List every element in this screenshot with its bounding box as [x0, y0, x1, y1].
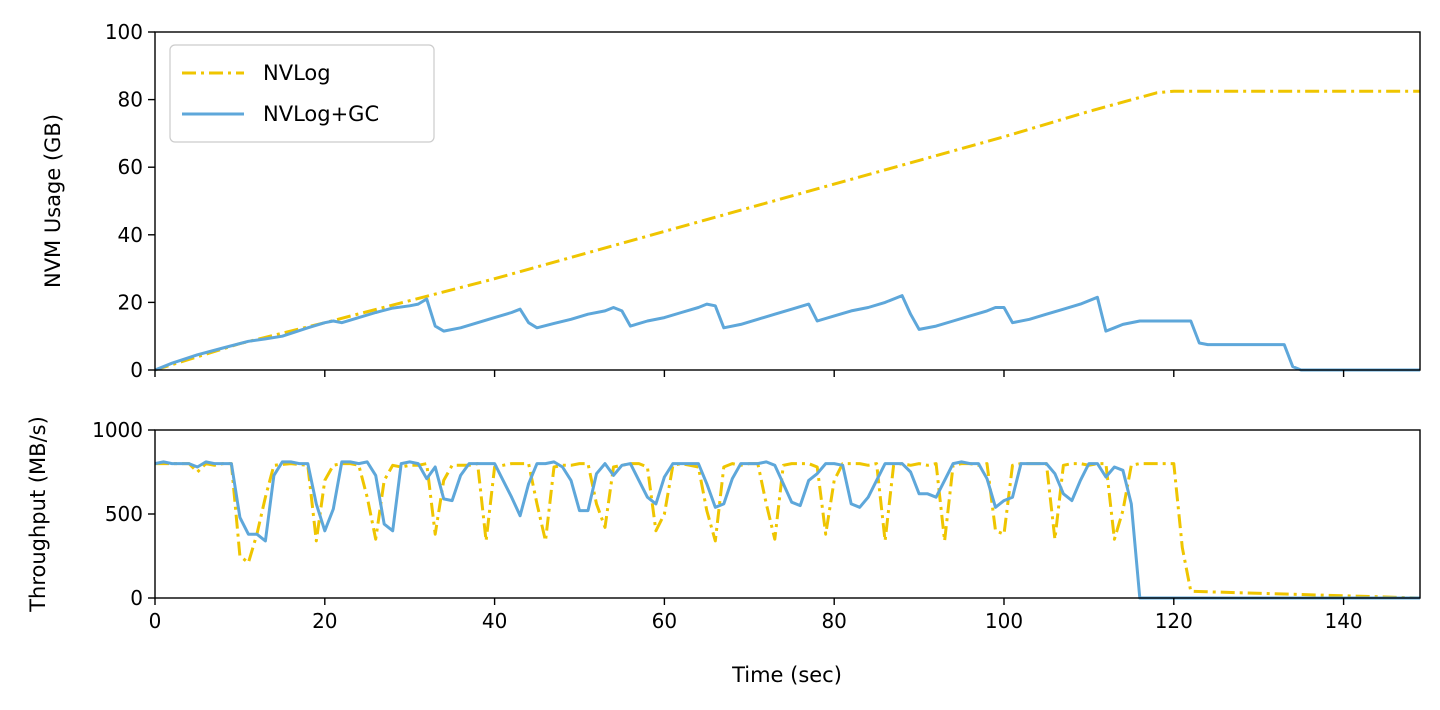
usage-y-tick-label: 40 — [118, 223, 143, 247]
usage-y-tick-label: 0 — [130, 358, 143, 382]
throughput-x-tick-label: 60 — [652, 609, 677, 633]
x-axis-label: Time (sec) — [731, 663, 842, 687]
throughput-chart-panel: 0 20 40 60 80 100 120 140 0 500 1000 Throughput (M… — [26, 416, 1421, 687]
legend-box — [169, 44, 435, 143]
throughput-series-nvlog-gc-line — [154, 460, 1420, 600]
usage-y-tick-label: 20 — [118, 290, 143, 314]
throughput-y-tick-label: 1000 — [92, 418, 143, 442]
usage-y-tick-label: 100 — [105, 20, 143, 44]
usage-y-tick-label: 60 — [118, 155, 143, 179]
usage-chart-panel: 0 20 40 60 80 100 NVM Usage (GB) NVLog NVLog+… — [41, 20, 1421, 382]
throughput-x-tick-label: 100 — [985, 609, 1023, 633]
throughput-x-tick-label: 40 — [482, 609, 507, 633]
throughput-x-tick-label: 80 — [821, 609, 846, 633]
usage-series-nvlog-gc-line — [154, 294, 1420, 372]
usage-axes-frame — [154, 31, 1421, 371]
legend: NVLog NVLog+GC — [169, 44, 435, 143]
legend-nvlog-label: NVLog — [263, 61, 331, 85]
throughput-x-tick-label: 20 — [312, 609, 337, 633]
throughput-series-nvlog-line — [155, 462, 1421, 600]
usage-ticks: 0 20 40 60 80 100 — [105, 20, 1345, 382]
throughput-plot-area — [154, 460, 1421, 600]
throughput-x-tick-label: 120 — [1155, 609, 1193, 633]
throughput-x-tick-label: 0 — [149, 609, 162, 633]
throughput-y-axis-label: Throughput (MB/s) — [26, 416, 50, 613]
usage-plot-area — [154, 89, 1420, 372]
legend-nvlog-gc-label: NVLog+GC — [263, 102, 379, 126]
throughput-ticks: 0 20 40 60 80 100 120 140 0 500 1000 — [92, 418, 1363, 633]
throughput-y-tick-label: 0 — [130, 586, 143, 610]
throughput-axes-frame — [154, 429, 1421, 599]
throughput-y-tick-label: 500 — [105, 502, 143, 526]
usage-y-axis-label: NVM Usage (GB) — [41, 114, 65, 288]
usage-y-tick-label: 80 — [118, 88, 143, 112]
throughput-x-tick-label: 140 — [1324, 609, 1362, 633]
